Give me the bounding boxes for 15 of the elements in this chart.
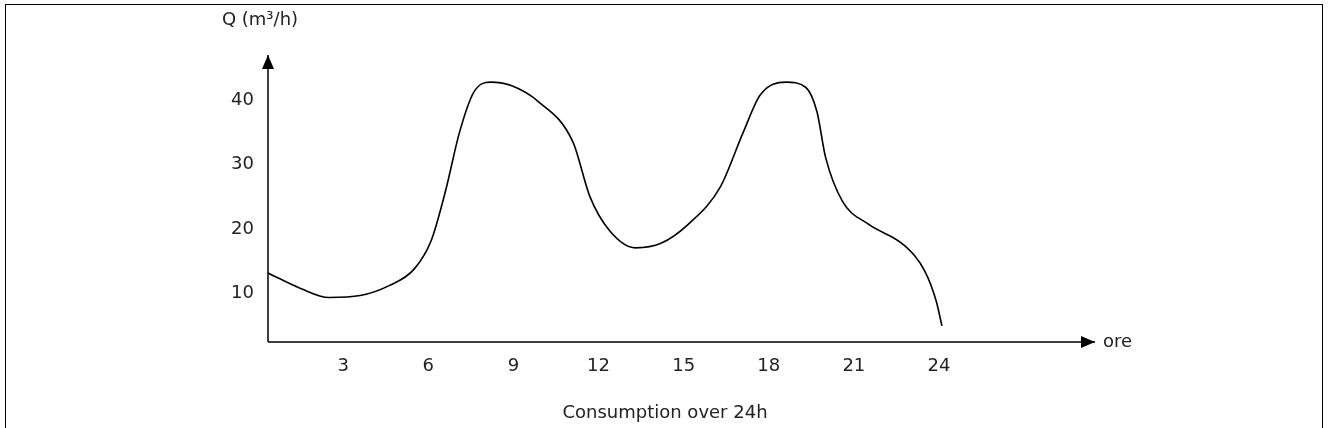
x-tick-label: 9 [507,354,520,376]
x-tick-label: 21 [842,354,866,376]
y-tick-label: 30 [231,152,254,174]
y-tick-label: 20 [231,216,254,238]
x-tick-label: 12 [587,354,610,376]
x-tick-label: 18 [757,354,781,376]
y-tick-label: 40 [231,87,254,109]
x-tick-label: 15 [672,354,696,376]
y-axis-title: Q (m³/h) [221,7,299,29]
x-tick-label: 6 [422,354,435,376]
x-tick-label: 3 [337,354,349,376]
x-axis-title: ore [1103,329,1133,351]
x-tick-label: 24 [927,354,951,376]
text: Consumption over 24h [562,400,768,422]
y-tick-label: 10 [231,281,254,303]
